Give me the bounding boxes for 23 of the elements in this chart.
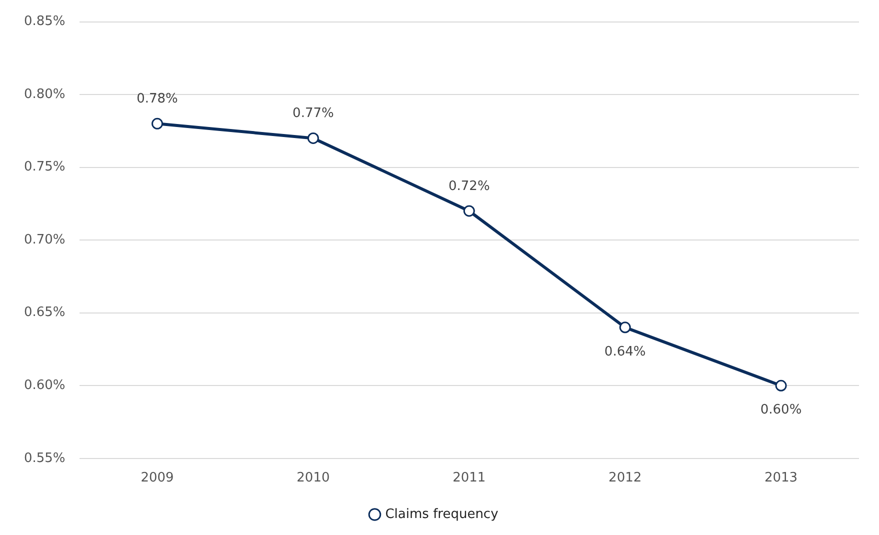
- x-tick-label: 2012: [608, 470, 642, 486]
- text: 0.72%: [448, 178, 490, 194]
- y-tick-label: 0.85%: [24, 14, 66, 30]
- y-tick-label: 0.65%: [24, 305, 66, 320]
- y-tick-label: 0.75%: [24, 160, 66, 175]
- y-tick-label: 0.70%: [24, 232, 66, 248]
- point: [307, 132, 319, 144]
- point: [775, 380, 787, 392]
- y-tick-label: 0.60%: [24, 378, 66, 394]
- legend-label: Claims frequency: [385, 506, 499, 522]
- point: [152, 118, 164, 130]
- x-tick-label: 2010: [296, 470, 330, 486]
- text: 0.60%: [760, 402, 802, 418]
- text: 0.78%: [136, 92, 178, 107]
- y-tick-label: 0.55%: [24, 450, 66, 466]
- x-tick-label: 2013: [764, 470, 798, 486]
- x-tick-label: 2011: [452, 470, 486, 486]
- point: [463, 205, 475, 217]
- text: 0.64%: [604, 344, 646, 360]
- text: 0.77%: [292, 106, 334, 122]
- y-tick-label: 0.80%: [24, 86, 66, 102]
- x-tick-label: 2009: [140, 470, 174, 486]
- point: [619, 322, 631, 334]
